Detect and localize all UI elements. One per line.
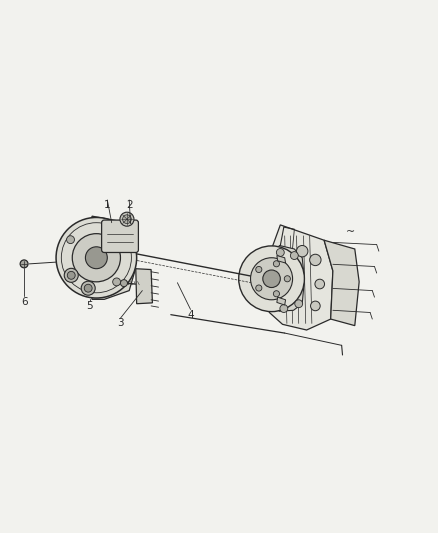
Circle shape: [120, 212, 134, 226]
Circle shape: [295, 300, 303, 308]
Circle shape: [273, 290, 279, 297]
Circle shape: [273, 261, 279, 267]
Circle shape: [315, 279, 325, 289]
Circle shape: [64, 268, 78, 282]
Circle shape: [251, 258, 293, 300]
Polygon shape: [136, 269, 152, 304]
Circle shape: [85, 247, 107, 269]
Text: 2: 2: [126, 200, 133, 210]
Circle shape: [256, 285, 262, 291]
Circle shape: [20, 260, 28, 268]
Circle shape: [120, 280, 127, 287]
Circle shape: [72, 233, 120, 282]
Circle shape: [276, 248, 284, 256]
Text: ~: ~: [346, 227, 355, 237]
Circle shape: [310, 254, 321, 265]
Circle shape: [290, 252, 298, 260]
Circle shape: [84, 284, 92, 292]
Circle shape: [117, 233, 124, 241]
Text: 1: 1: [104, 200, 111, 210]
Circle shape: [256, 266, 262, 272]
Polygon shape: [0, 47, 438, 486]
Text: 4: 4: [187, 310, 194, 320]
Circle shape: [284, 276, 290, 282]
Circle shape: [239, 246, 304, 312]
Circle shape: [280, 304, 288, 312]
Polygon shape: [277, 297, 286, 305]
Circle shape: [81, 281, 95, 295]
Circle shape: [56, 217, 137, 298]
Polygon shape: [277, 255, 286, 263]
FancyBboxPatch shape: [102, 220, 138, 253]
Circle shape: [311, 301, 320, 311]
Text: 5: 5: [86, 301, 93, 311]
Circle shape: [123, 215, 131, 223]
Text: 6: 6: [21, 296, 28, 306]
Polygon shape: [324, 240, 359, 326]
Polygon shape: [269, 246, 304, 311]
Polygon shape: [92, 216, 136, 300]
Circle shape: [67, 271, 75, 279]
Polygon shape: [266, 225, 333, 330]
Circle shape: [297, 246, 308, 257]
Circle shape: [113, 278, 120, 286]
Circle shape: [67, 236, 74, 244]
Text: 3: 3: [117, 318, 124, 328]
Circle shape: [263, 270, 280, 287]
